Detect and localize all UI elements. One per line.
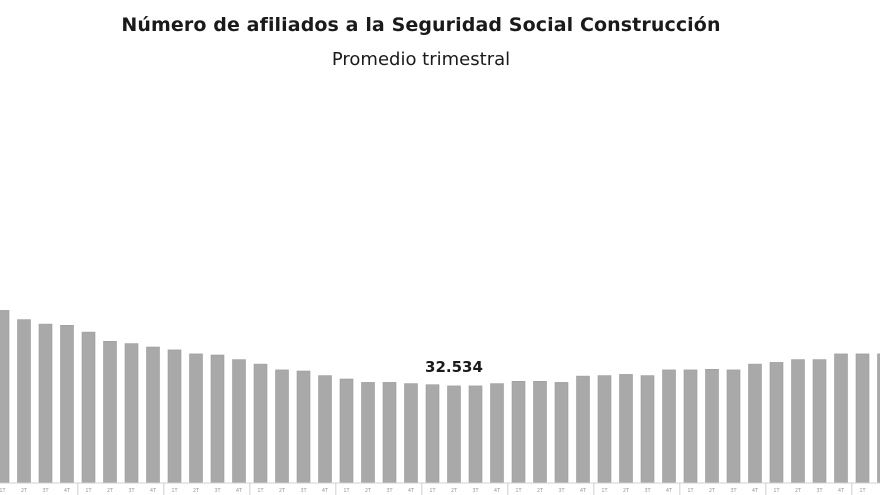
x-tick-label: 3T (300, 488, 307, 494)
bar (511, 380, 526, 484)
bar (447, 385, 461, 484)
chart-subtitle: Promedio trimestral (331, 49, 511, 70)
bar (124, 343, 139, 484)
x-tick-label: 3T (128, 488, 135, 494)
x-tick-label: 2T (107, 488, 114, 494)
bar (812, 359, 827, 484)
bar (253, 363, 268, 484)
x-tick-label: 4T (752, 488, 759, 494)
bar (275, 369, 289, 484)
bar (81, 331, 96, 484)
x-tick-label: 1T (85, 488, 92, 494)
bar (576, 375, 590, 484)
x-tick-label: 3T (386, 488, 393, 494)
x-tick-label: 1T (0, 488, 7, 494)
x-tick-label: 1T (687, 488, 694, 494)
x-tick-label: 1T (601, 488, 608, 494)
bar (189, 353, 203, 484)
x-tick-label: 4T (236, 488, 243, 494)
x-tick-label: 3T (472, 488, 479, 494)
chart-title: Número de afiliados a la Seguridad Socia… (121, 14, 721, 36)
x-tick-label: 2T (193, 488, 200, 494)
x-tick-label: 3T (214, 488, 221, 494)
data-label: 32.534 (425, 358, 483, 376)
bar (146, 346, 160, 484)
bar (554, 382, 569, 484)
bar (791, 359, 805, 484)
x-ticks-group: 1T 2T 3T 4T 1T 2T 3T 4T 1T 2T 3T 4T 1T 2T 3T 4T 1T 2T 3T 4T… (0, 483, 867, 495)
bar (167, 349, 182, 484)
x-tick-label: 2T (709, 488, 716, 494)
x-tick-label: 1T (773, 488, 780, 494)
bar (490, 383, 504, 484)
bar (0, 310, 10, 484)
bar (318, 375, 332, 484)
x-tick-label: 4T (64, 488, 71, 494)
x-tick-label: 1T (515, 488, 522, 494)
bar (404, 383, 418, 484)
bars-group (0, 310, 880, 484)
bar (232, 359, 246, 484)
bar (769, 362, 784, 484)
x-tick-label: 4T (150, 488, 157, 494)
bar (38, 323, 53, 484)
bar (60, 324, 74, 484)
bar (683, 369, 698, 484)
x-tick-label: 4T (408, 488, 415, 494)
x-tick-label: 2T (279, 488, 286, 494)
bar (361, 382, 375, 484)
x-tick-label: 2T (623, 488, 630, 494)
bar (425, 384, 440, 484)
bar (597, 375, 612, 484)
bar (533, 380, 547, 484)
x-tick-label: 4T (580, 488, 587, 494)
x-tick-label: 1T (171, 488, 178, 494)
x-tick-label: 1T (343, 488, 350, 494)
bar (619, 374, 633, 484)
x-tick-label: 3T (644, 488, 651, 494)
x-tick-label: 1T (257, 488, 264, 494)
x-tick-label: 3T (42, 488, 49, 494)
x-tick-label: 3T (558, 488, 565, 494)
x-tick-label: 1T (429, 488, 436, 494)
x-tick-label: 4T (838, 488, 845, 494)
x-tick-label: 1T (859, 488, 866, 494)
bar (855, 353, 870, 484)
bar (382, 382, 397, 484)
x-tick-label: 2T (21, 488, 28, 494)
bar (726, 369, 741, 484)
x-tick-label: 3T (730, 488, 737, 494)
x-tick-label: 4T (322, 488, 329, 494)
bar (17, 319, 31, 484)
x-tick-label: 2T (795, 488, 802, 494)
bar (640, 375, 655, 484)
bar (748, 363, 762, 484)
bar (296, 370, 311, 484)
bar (210, 354, 225, 484)
bar (834, 353, 848, 484)
x-tick-label: 4T (494, 488, 501, 494)
x-tick-label: 2T (537, 488, 544, 494)
bar (468, 385, 483, 484)
x-tick-label: 3T (816, 488, 823, 494)
bar (877, 353, 880, 484)
bar (662, 369, 676, 484)
x-tick-label: 2T (451, 488, 458, 494)
x-tick-label: 2T (365, 488, 372, 494)
bar (705, 368, 719, 484)
bar (103, 340, 117, 484)
annotations-group: 32.534 (425, 358, 483, 376)
bar (339, 378, 354, 484)
x-tick-label: 4T (666, 488, 673, 494)
